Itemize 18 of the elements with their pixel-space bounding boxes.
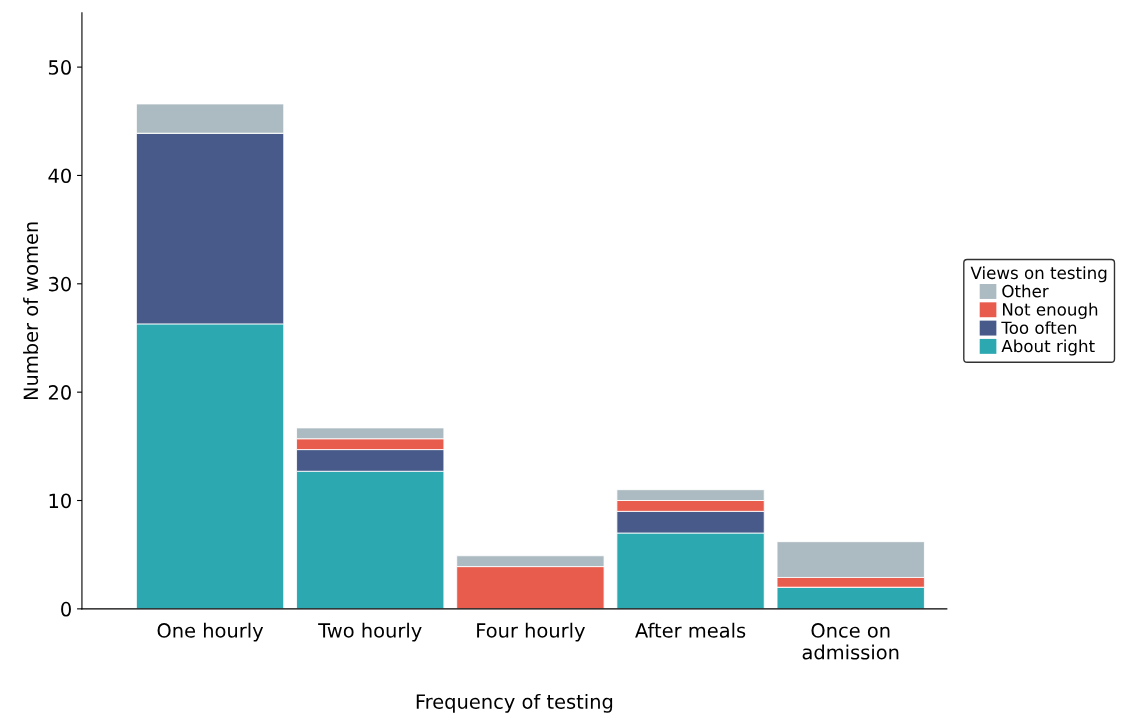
y-tick-label: 20 [48, 385, 71, 400]
legend-label: About right [1001, 339, 1095, 356]
x-tick-label: Once on admission [802, 623, 899, 660]
y-tick-label: 50 [48, 60, 71, 75]
x-axis-title: Frequency of testing [416, 693, 613, 713]
y-tick-label: 30 [48, 276, 71, 292]
x-tick-label: After meals [635, 622, 746, 638]
x-tick-label: Two hourly [318, 622, 422, 642]
legend-label: Not enough [1003, 302, 1098, 319]
y-tick-label: 10 [49, 493, 71, 509]
legend-label: Other [1002, 284, 1049, 298]
y-axis-title: Number of women [23, 222, 39, 400]
x-tick-label: One hourly [157, 622, 264, 642]
y-tick-label: 0 [61, 601, 71, 617]
y-tick-label: 40 [48, 168, 71, 184]
legend-title: Views on testing [970, 266, 1107, 283]
legend-label: Too often [1001, 321, 1077, 335]
x-tick-label: Four hourly [477, 622, 585, 642]
